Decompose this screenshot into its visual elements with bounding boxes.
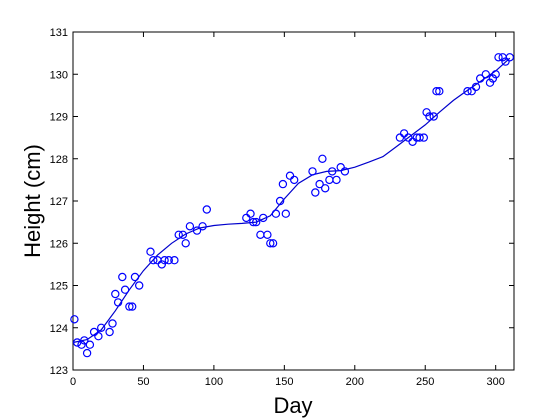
data-point bbox=[476, 74, 485, 83]
data-point bbox=[134, 281, 144, 290]
plot-area bbox=[72, 31, 515, 371]
y-tick-label: 129 bbox=[50, 112, 68, 124]
x-tick-label: 100 bbox=[205, 376, 223, 388]
data-point bbox=[125, 302, 134, 311]
data-point bbox=[160, 256, 169, 265]
data-point bbox=[89, 327, 99, 337]
data-point bbox=[174, 230, 183, 239]
data-point bbox=[471, 82, 481, 92]
data-point bbox=[185, 222, 195, 231]
data-point bbox=[432, 86, 441, 96]
data-point bbox=[399, 129, 409, 138]
x-tick-label: 250 bbox=[416, 376, 434, 388]
data-point bbox=[404, 133, 413, 142]
data-point bbox=[70, 315, 79, 324]
data-point bbox=[311, 188, 320, 197]
data-point bbox=[281, 209, 290, 218]
data-point bbox=[463, 86, 472, 96]
data-point bbox=[108, 319, 117, 328]
y-tick-label: 127 bbox=[50, 196, 68, 208]
data-point bbox=[419, 133, 428, 142]
data-point bbox=[252, 217, 261, 227]
data-point bbox=[422, 108, 431, 117]
data-point bbox=[94, 332, 103, 341]
data-point bbox=[318, 154, 327, 163]
data-point bbox=[501, 57, 510, 66]
data-point bbox=[315, 179, 324, 189]
data-point bbox=[467, 86, 476, 96]
data-point bbox=[435, 86, 444, 96]
y-tick-label: 131 bbox=[50, 27, 68, 39]
data-point bbox=[170, 256, 179, 265]
data-point bbox=[336, 162, 345, 172]
data-point bbox=[266, 239, 275, 248]
y-tick-label: 130 bbox=[50, 69, 68, 81]
x-tick-label: 200 bbox=[346, 376, 364, 388]
data-point bbox=[113, 298, 123, 307]
data-point bbox=[130, 272, 140, 282]
data-point bbox=[275, 196, 285, 206]
data-point bbox=[290, 175, 299, 185]
data-point bbox=[395, 133, 405, 142]
data-point bbox=[308, 167, 317, 176]
data-point bbox=[157, 260, 166, 269]
data-point bbox=[505, 53, 514, 62]
data-point bbox=[202, 205, 211, 214]
data-point bbox=[120, 285, 130, 294]
y-axis-title: Height (cm) bbox=[20, 144, 45, 258]
y-tick-label: 126 bbox=[50, 238, 68, 250]
data-point bbox=[149, 256, 158, 265]
data-point bbox=[80, 336, 89, 345]
data-point bbox=[105, 327, 114, 337]
y-tick-label: 128 bbox=[50, 154, 68, 166]
data-point bbox=[268, 239, 278, 248]
data-point bbox=[491, 70, 500, 79]
data-point bbox=[285, 171, 295, 180]
x-tick-label: 150 bbox=[275, 376, 293, 388]
data-point bbox=[481, 70, 490, 79]
data-point bbox=[485, 78, 495, 87]
data-point bbox=[77, 340, 86, 349]
x-tick-label: 0 bbox=[70, 376, 76, 388]
data-point bbox=[178, 230, 188, 239]
data-point bbox=[429, 112, 438, 121]
y-tick-label: 124 bbox=[50, 323, 68, 335]
data-point bbox=[249, 217, 258, 227]
y-axis: 123 124 125 126 127 128 129 130 131 bbox=[50, 27, 514, 377]
x-axis-title: Day bbox=[273, 393, 312, 418]
data-point bbox=[278, 179, 288, 189]
data-point bbox=[127, 302, 137, 311]
series-layer bbox=[70, 53, 514, 358]
y-tick-label: 123 bbox=[50, 365, 68, 377]
data-point bbox=[488, 74, 498, 83]
data-point bbox=[181, 239, 190, 248]
data-point bbox=[96, 323, 106, 332]
data-point bbox=[85, 340, 95, 349]
data-point bbox=[82, 348, 92, 358]
data-point bbox=[340, 167, 350, 176]
data-point bbox=[192, 226, 202, 235]
data-point bbox=[259, 213, 268, 223]
data-point bbox=[425, 112, 434, 121]
x-axis: 0 50 100 150 200 250 300 bbox=[70, 32, 505, 388]
data-point bbox=[321, 184, 330, 193]
data-point bbox=[332, 175, 341, 185]
data-point bbox=[246, 209, 255, 218]
data-point bbox=[415, 133, 424, 142]
y-tick-label: 125 bbox=[50, 281, 68, 293]
data-point bbox=[271, 209, 281, 218]
data-point bbox=[328, 167, 337, 176]
data-point bbox=[111, 289, 120, 299]
data-point bbox=[198, 222, 207, 231]
data-point bbox=[146, 247, 155, 256]
data-point bbox=[242, 213, 251, 223]
x-tick-label: 300 bbox=[487, 376, 505, 388]
data-point bbox=[408, 137, 417, 146]
x-tick-label: 50 bbox=[137, 376, 149, 388]
data-point bbox=[494, 53, 503, 62]
data-point bbox=[263, 230, 272, 239]
data-point bbox=[164, 256, 173, 265]
data-point bbox=[118, 272, 127, 282]
